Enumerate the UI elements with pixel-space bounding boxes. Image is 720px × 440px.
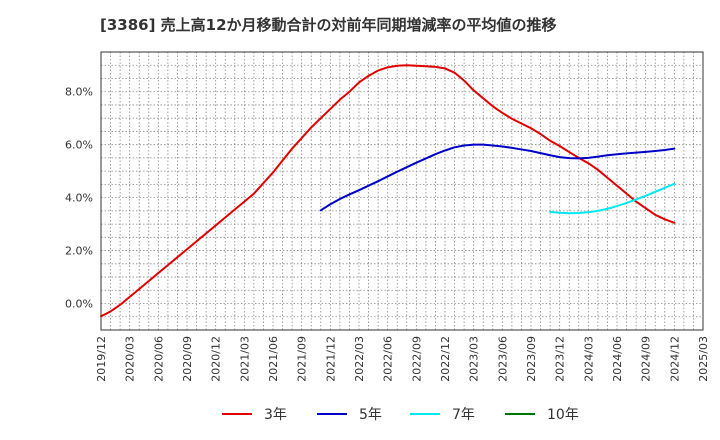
plot-border — [100, 51, 704, 331]
x-tick-label: 2021/09 — [296, 336, 309, 382]
legend-label: 10年 — [547, 407, 579, 423]
series-line-2 — [549, 182, 676, 215]
x-tick-label: 2022/09 — [410, 336, 423, 382]
legend-label: 7年 — [452, 407, 475, 423]
y-tick-label: 4.0% — [65, 192, 93, 205]
x-tick-label: 2020/12 — [210, 336, 223, 382]
plot-area — [101, 52, 703, 330]
x-tick-label: 2024/06 — [611, 336, 624, 382]
y-tick-label: 2.0% — [65, 245, 93, 258]
series-line-1 — [319, 143, 676, 212]
x-tick-label: 2021/12 — [324, 336, 337, 382]
x-tick-label: 2023/09 — [525, 336, 538, 382]
x-tick-label: 2023/12 — [554, 336, 567, 382]
x-tick-label: 2023/03 — [468, 336, 481, 382]
y-tick-label: 6.0% — [65, 139, 93, 152]
y-tick-label: 0.0% — [65, 298, 93, 311]
x-tick-label: 2020/03 — [124, 336, 137, 382]
horizontal-grid — [101, 64, 703, 318]
x-tick-label: 2021/06 — [267, 336, 280, 382]
x-tick-label: 2024/12 — [668, 336, 681, 382]
vertical-grid — [110, 52, 694, 330]
x-tick-label: 2019/12 — [95, 336, 108, 382]
x-tick-label: 2022/06 — [382, 336, 395, 382]
x-tick-label: 2020/06 — [152, 336, 165, 382]
x-tick-label: 2020/09 — [181, 336, 194, 382]
x-tick-label: 2024/09 — [640, 336, 653, 382]
legend-label: 5年 — [359, 407, 382, 423]
legend-label: 3年 — [264, 407, 287, 423]
x-tick-label: 2024/03 — [582, 336, 595, 382]
x-tick-label: 2023/06 — [496, 336, 509, 382]
x-tick-label: 2022/12 — [439, 336, 452, 382]
x-tick-label: 2021/03 — [238, 336, 251, 382]
x-tick-label: 2025/03 — [697, 336, 710, 382]
y-tick-label: 8.0% — [65, 86, 93, 99]
x-tick-label: 2022/03 — [353, 336, 366, 382]
chart-title: [3386] 売上高12か月移動合計の対前年同期増減率の平均値の推移 — [100, 16, 557, 34]
